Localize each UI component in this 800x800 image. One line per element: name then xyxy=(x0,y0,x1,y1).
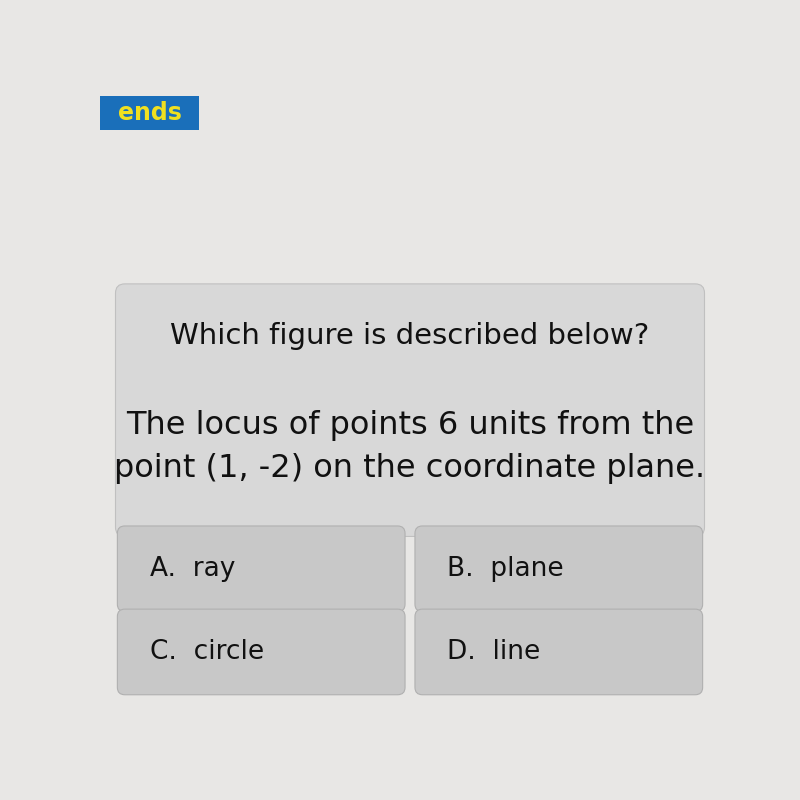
Text: A.  ray: A. ray xyxy=(150,556,235,582)
FancyBboxPatch shape xyxy=(415,526,702,611)
FancyBboxPatch shape xyxy=(118,609,405,694)
FancyBboxPatch shape xyxy=(115,284,705,537)
Text: The locus of points 6 units from the
point (1, -2) on the coordinate plane.: The locus of points 6 units from the poi… xyxy=(114,410,706,484)
FancyBboxPatch shape xyxy=(415,609,702,694)
Text: ends: ends xyxy=(118,101,182,125)
Text: Which figure is described below?: Which figure is described below? xyxy=(170,322,650,350)
FancyBboxPatch shape xyxy=(118,526,405,611)
Text: B.  plane: B. plane xyxy=(447,556,564,582)
FancyBboxPatch shape xyxy=(100,96,199,130)
Text: C.  circle: C. circle xyxy=(150,639,264,665)
Text: D.  line: D. line xyxy=(447,639,541,665)
